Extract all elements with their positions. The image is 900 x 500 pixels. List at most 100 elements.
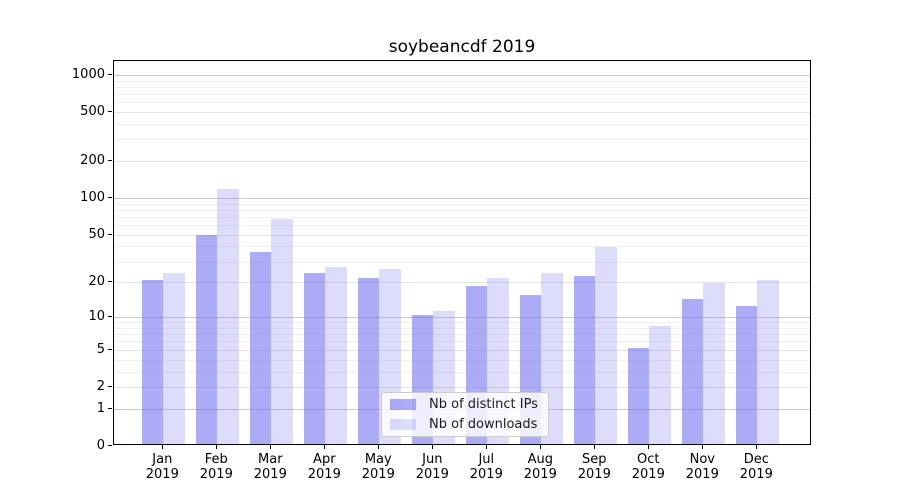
gridline	[114, 123, 810, 125]
gridline	[114, 261, 810, 263]
x-axis-tick-year: 2019	[307, 467, 341, 482]
x-axis-tick-label: Dec 2019	[728, 452, 784, 482]
x-axis-tick-year: 2019	[253, 467, 287, 482]
x-axis-tick-label: Oct 2019	[620, 452, 676, 482]
gridline	[114, 234, 810, 236]
gridline	[114, 112, 810, 114]
gridline	[114, 246, 810, 248]
y-axis-tick-label: 1000	[71, 66, 105, 82]
x-axis-tick-year: 2019	[361, 467, 395, 482]
legend-label-downloads: Nb of downloads	[429, 417, 538, 432]
gridline	[114, 359, 810, 361]
y-tick-mark	[108, 233, 112, 235]
bar-nb-of-distinct-ips-apr	[303, 273, 326, 444]
x-axis-tick-label: Aug 2019	[512, 452, 568, 482]
x-axis-tick-year: 2019	[685, 467, 719, 482]
legend-swatch-downloads	[390, 419, 416, 430]
y-axis-tick-label: 10	[88, 309, 105, 325]
x-tick-mark	[756, 445, 758, 449]
x-tick-mark	[162, 445, 164, 449]
gridline	[114, 225, 810, 227]
bar-nb-of-downloads-dec	[757, 280, 779, 444]
gridline	[114, 209, 810, 211]
y-tick-mark	[108, 385, 112, 387]
x-axis-tick-year: 2019	[577, 467, 611, 482]
gridline	[114, 198, 810, 200]
gridline	[114, 341, 810, 343]
y-axis-tick-label: 5	[96, 341, 105, 357]
gridline	[114, 282, 810, 284]
y-tick-mark	[108, 111, 112, 113]
gridline	[114, 80, 810, 82]
gridline	[114, 349, 810, 351]
bar-nb-of-distinct-ips-oct	[627, 347, 650, 444]
bar-nb-of-downloads-oct	[649, 325, 671, 444]
legend-item-distinct-ips: Nb of distinct IPs	[382, 396, 548, 413]
bar-nb-of-downloads-feb	[217, 188, 239, 444]
x-axis-tick-label: Jan 2019	[134, 452, 190, 482]
x-tick-mark	[378, 445, 380, 449]
x-axis-tick-label: Apr 2019	[296, 452, 352, 482]
x-tick-mark	[216, 445, 218, 449]
gridline	[114, 86, 810, 88]
chart-title: soybeancdf 2019	[388, 37, 536, 57]
x-axis-tick-year: 2019	[199, 467, 233, 482]
gridline	[114, 93, 810, 95]
x-tick-mark	[486, 445, 488, 449]
gridline	[114, 334, 810, 336]
bar-nb-of-distinct-ips-mar	[249, 251, 272, 444]
gridline	[114, 317, 810, 319]
y-tick-mark	[108, 445, 112, 446]
gridline	[114, 386, 810, 388]
gridline	[114, 74, 810, 76]
x-axis-tick-year: 2019	[631, 467, 665, 482]
x-tick-mark	[540, 445, 542, 449]
bar-nb-of-distinct-ips-may	[357, 277, 380, 444]
y-axis-tick-label: 0	[96, 438, 105, 453]
bar-nb-of-distinct-ips-feb	[195, 234, 218, 444]
bar-nb-of-downloads-nov	[703, 283, 725, 444]
y-tick-mark	[108, 73, 112, 75]
x-tick-mark	[648, 445, 650, 449]
y-axis-tick-label: 2	[96, 378, 105, 394]
x-axis-tick-year: 2019	[145, 467, 179, 482]
x-axis-tick-label: May 2019	[350, 452, 406, 482]
y-tick-mark	[108, 281, 112, 283]
x-axis-tick-year: 2019	[523, 467, 557, 482]
bar-nb-of-downloads-apr	[325, 266, 347, 444]
x-tick-mark	[702, 445, 704, 449]
y-tick-mark	[108, 316, 112, 318]
gridline	[114, 102, 810, 104]
x-axis-tick-year: 2019	[469, 467, 503, 482]
bar-nb-of-distinct-ips-dec	[735, 306, 758, 444]
x-axis-tick-year: 2019	[415, 467, 449, 482]
x-tick-mark	[270, 445, 272, 449]
gridline	[114, 322, 810, 324]
x-tick-mark	[432, 445, 434, 449]
y-tick-mark	[108, 348, 112, 350]
gridline	[114, 203, 810, 205]
x-axis-tick-year: 2019	[739, 467, 773, 482]
gridline	[114, 139, 810, 141]
gridline	[114, 161, 810, 163]
y-tick-mark	[108, 197, 112, 199]
x-axis-tick-label: Jul 2019	[458, 452, 514, 482]
legend-swatch-distinct-ips	[390, 399, 416, 410]
x-axis-tick-label: Nov 2019	[674, 452, 730, 482]
y-axis-tick-label: 20	[88, 274, 105, 290]
bar-nb-of-downloads-mar	[271, 218, 293, 444]
y-axis-tick-label: 200	[80, 153, 105, 169]
legend-label-distinct-ips: Nb of distinct IPs	[429, 397, 538, 412]
y-axis-tick-label: 50	[88, 226, 105, 242]
gridline	[114, 216, 810, 218]
x-axis-tick-label: Sep 2019	[566, 452, 622, 482]
gridline	[114, 327, 810, 329]
bar-nb-of-downloads-jan	[163, 273, 185, 444]
bar-nb-of-distinct-ips-jan	[141, 280, 164, 444]
y-tick-mark	[108, 407, 112, 409]
legend: Nb of distinct IPs Nb of downloads	[381, 392, 549, 437]
legend-item-downloads: Nb of downloads	[382, 416, 548, 433]
y-axis-tick-label: 1	[96, 400, 105, 416]
y-axis-tick-label: 500	[80, 104, 105, 120]
